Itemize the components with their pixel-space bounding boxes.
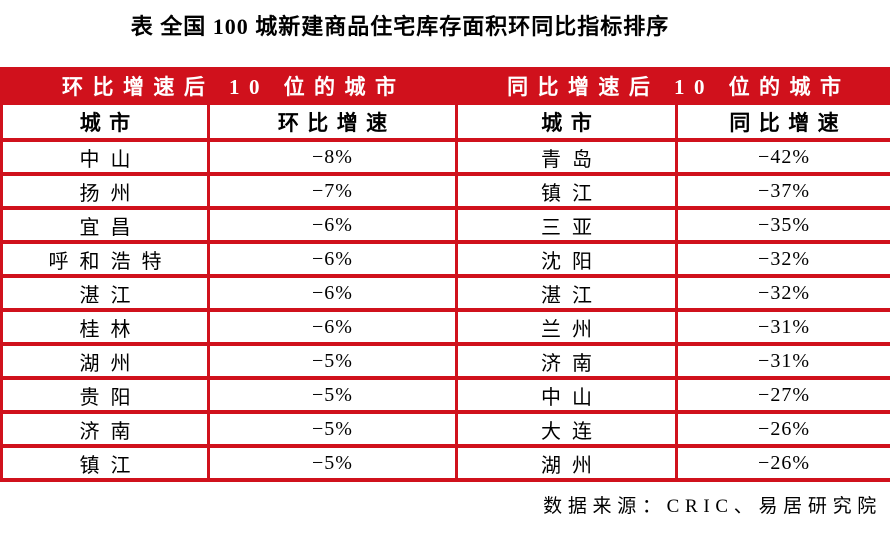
value-cell: −5%: [209, 378, 457, 412]
city-cell: 济南: [2, 412, 209, 446]
city-cell: 湖州: [2, 344, 209, 378]
city-cell: 大连: [457, 412, 677, 446]
value-cell: −42%: [677, 140, 890, 174]
table-row: 镇江−5%湖州−26%: [2, 446, 890, 480]
table-row: 湖州−5%济南−31%: [2, 344, 890, 378]
table-row: 湛江−6%湛江−32%: [2, 276, 890, 310]
table-row: 宜昌−6%三亚−35%: [2, 208, 890, 242]
inventory-ranking-table: 环比增速后 10 位的城市 同比增速后 10 位的城市 城市 环比增速 城市 同…: [0, 67, 890, 482]
column-header-row: 城市 环比增速 城市 同比增速: [2, 103, 890, 140]
city-cell: 扬州: [2, 174, 209, 208]
col-header-city-left: 城市: [2, 103, 209, 140]
city-cell: 湛江: [457, 276, 677, 310]
city-cell: 湖州: [457, 446, 677, 480]
value-cell: −31%: [677, 310, 890, 344]
group-header-row: 环比增速后 10 位的城市 同比增速后 10 位的城市: [2, 69, 890, 103]
city-cell: 中山: [2, 140, 209, 174]
value-cell: −26%: [677, 446, 890, 480]
city-cell: 镇江: [2, 446, 209, 480]
value-cell: −32%: [677, 276, 890, 310]
value-cell: −5%: [209, 412, 457, 446]
value-cell: −27%: [677, 378, 890, 412]
city-cell: 兰州: [457, 310, 677, 344]
value-cell: −8%: [209, 140, 457, 174]
value-cell: −6%: [209, 208, 457, 242]
value-cell: −6%: [209, 276, 457, 310]
value-cell: −5%: [209, 344, 457, 378]
value-cell: −7%: [209, 174, 457, 208]
value-cell: −5%: [209, 446, 457, 480]
data-source-note: 数据来源：CRIC、易居研究院: [0, 491, 890, 518]
city-cell: 桂林: [2, 310, 209, 344]
city-cell: 贵阳: [2, 378, 209, 412]
table-body: 中山−8%青岛−42%扬州−7%镇江−37%宜昌−6%三亚−35%呼和浩特−6%…: [2, 140, 890, 480]
city-cell: 济南: [457, 344, 677, 378]
city-cell: 沈阳: [457, 242, 677, 276]
table-title: 表 全国 100 城新建商品住宅库存面积环同比指标排序: [0, 12, 800, 41]
table-row: 呼和浩特−6%沈阳−32%: [2, 242, 890, 276]
group-header-yoy: 同比增速后 10 位的城市: [457, 69, 890, 103]
group-header-mom: 环比增速后 10 位的城市: [2, 69, 457, 103]
table-row: 贵阳−5%中山−27%: [2, 378, 890, 412]
value-cell: −6%: [209, 242, 457, 276]
col-header-yoy-growth: 同比增速: [677, 103, 890, 140]
table-row: 扬州−7%镇江−37%: [2, 174, 890, 208]
col-header-mom-growth: 环比增速: [209, 103, 457, 140]
col-header-city-right: 城市: [457, 103, 677, 140]
value-cell: −37%: [677, 174, 890, 208]
value-cell: −35%: [677, 208, 890, 242]
city-cell: 宜昌: [2, 208, 209, 242]
city-cell: 中山: [457, 378, 677, 412]
table-row: 济南−5%大连−26%: [2, 412, 890, 446]
city-cell: 青岛: [457, 140, 677, 174]
table-row: 中山−8%青岛−42%: [2, 140, 890, 174]
value-cell: −32%: [677, 242, 890, 276]
city-cell: 镇江: [457, 174, 677, 208]
city-cell: 呼和浩特: [2, 242, 209, 276]
value-cell: −6%: [209, 310, 457, 344]
city-cell: 湛江: [2, 276, 209, 310]
value-cell: −26%: [677, 412, 890, 446]
table-row: 桂林−6%兰州−31%: [2, 310, 890, 344]
city-cell: 三亚: [457, 208, 677, 242]
value-cell: −31%: [677, 344, 890, 378]
